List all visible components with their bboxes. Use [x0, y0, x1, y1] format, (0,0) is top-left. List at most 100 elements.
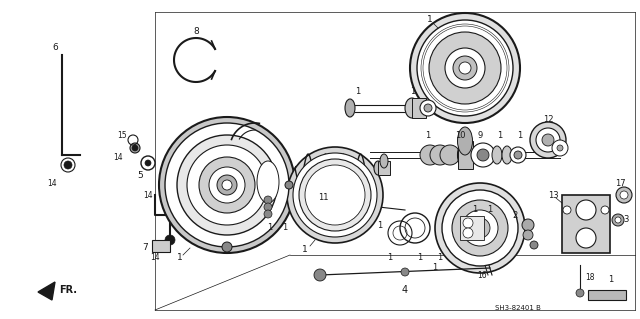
- Text: 1: 1: [437, 254, 443, 263]
- Circle shape: [523, 230, 533, 240]
- Circle shape: [445, 48, 485, 88]
- Text: 1: 1: [517, 130, 523, 139]
- Ellipse shape: [492, 146, 502, 164]
- Circle shape: [424, 104, 432, 112]
- Circle shape: [471, 143, 495, 167]
- Circle shape: [452, 200, 508, 256]
- Text: 5: 5: [137, 170, 143, 180]
- Text: 1: 1: [433, 263, 438, 272]
- Circle shape: [430, 145, 450, 165]
- Circle shape: [209, 167, 245, 203]
- Circle shape: [530, 241, 538, 249]
- Text: 15: 15: [117, 130, 127, 139]
- Ellipse shape: [458, 127, 472, 155]
- Circle shape: [293, 153, 377, 237]
- Bar: [562, 195, 610, 253]
- Bar: [412, 98, 426, 118]
- Text: 1: 1: [282, 224, 287, 233]
- Bar: [588, 290, 626, 300]
- Circle shape: [159, 117, 295, 253]
- Text: 1: 1: [472, 205, 477, 214]
- Text: 18: 18: [585, 273, 595, 283]
- Bar: [152, 240, 170, 252]
- Circle shape: [145, 160, 151, 166]
- Text: 1: 1: [302, 246, 308, 255]
- Text: 14: 14: [113, 153, 123, 162]
- Circle shape: [463, 218, 473, 228]
- Text: 1: 1: [427, 16, 433, 25]
- Circle shape: [165, 235, 175, 245]
- Text: 1: 1: [417, 254, 422, 263]
- Text: FR.: FR.: [59, 285, 77, 295]
- Text: 1: 1: [410, 87, 415, 97]
- Circle shape: [130, 143, 140, 153]
- Text: 6: 6: [52, 43, 58, 53]
- Text: 1: 1: [355, 87, 360, 97]
- Bar: [378, 161, 390, 175]
- Circle shape: [314, 269, 326, 281]
- Circle shape: [177, 135, 277, 235]
- Circle shape: [463, 228, 473, 238]
- Circle shape: [510, 147, 526, 163]
- Text: 1: 1: [387, 254, 392, 263]
- Circle shape: [429, 32, 501, 104]
- Ellipse shape: [345, 99, 355, 117]
- Ellipse shape: [405, 98, 419, 118]
- Circle shape: [187, 145, 267, 225]
- Text: 9: 9: [477, 130, 483, 139]
- Circle shape: [576, 228, 596, 248]
- Circle shape: [331, 198, 339, 206]
- Bar: [460, 216, 484, 240]
- Circle shape: [264, 210, 272, 218]
- Text: 1: 1: [268, 224, 273, 233]
- Ellipse shape: [380, 154, 388, 168]
- Text: 3: 3: [623, 216, 628, 225]
- Circle shape: [287, 147, 383, 243]
- Circle shape: [222, 180, 232, 190]
- Circle shape: [530, 122, 566, 158]
- Text: 17: 17: [614, 179, 625, 188]
- Circle shape: [217, 175, 237, 195]
- Text: 7: 7: [142, 243, 148, 253]
- Circle shape: [462, 210, 498, 246]
- Circle shape: [199, 157, 255, 213]
- Circle shape: [442, 190, 518, 266]
- Circle shape: [576, 289, 584, 297]
- Circle shape: [514, 151, 522, 159]
- Text: 16: 16: [477, 271, 487, 279]
- Text: 10: 10: [455, 130, 465, 139]
- Text: 13: 13: [548, 190, 558, 199]
- Text: 1: 1: [488, 205, 493, 214]
- Text: SH3-82401 B: SH3-82401 B: [495, 305, 541, 311]
- Ellipse shape: [502, 146, 512, 164]
- Circle shape: [222, 242, 232, 252]
- Circle shape: [522, 219, 534, 231]
- Bar: [458, 141, 473, 169]
- Circle shape: [563, 206, 571, 214]
- Circle shape: [305, 165, 365, 225]
- Circle shape: [165, 123, 289, 247]
- Circle shape: [601, 206, 609, 214]
- Circle shape: [440, 145, 460, 165]
- Circle shape: [420, 145, 440, 165]
- Circle shape: [264, 203, 272, 211]
- Circle shape: [410, 13, 520, 123]
- Ellipse shape: [257, 161, 279, 203]
- Circle shape: [470, 218, 490, 238]
- Circle shape: [435, 183, 525, 273]
- Ellipse shape: [253, 157, 283, 207]
- Ellipse shape: [374, 161, 382, 175]
- Circle shape: [616, 187, 632, 203]
- Polygon shape: [38, 282, 55, 300]
- Circle shape: [132, 145, 138, 151]
- Text: 12: 12: [543, 115, 553, 124]
- Circle shape: [536, 128, 560, 152]
- Circle shape: [459, 62, 471, 74]
- Text: 14: 14: [47, 179, 57, 188]
- Circle shape: [557, 145, 563, 151]
- Circle shape: [420, 100, 436, 116]
- Circle shape: [477, 149, 489, 161]
- Circle shape: [620, 191, 628, 199]
- Circle shape: [576, 200, 596, 220]
- Circle shape: [264, 196, 272, 204]
